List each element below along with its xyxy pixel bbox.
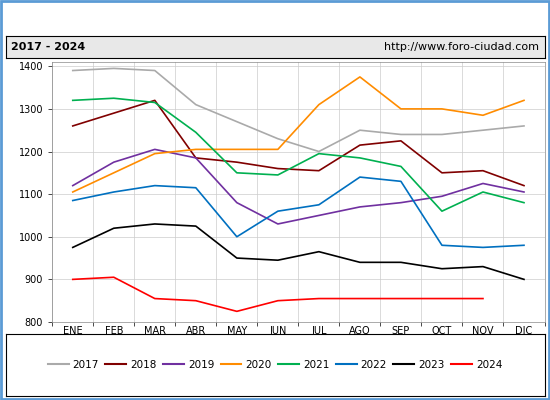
Legend: 2017, 2018, 2019, 2020, 2021, 2022, 2023, 2024: 2017, 2018, 2019, 2020, 2021, 2022, 2023…	[43, 356, 507, 374]
Text: Evolucion del paro registrado en Archena: Evolucion del paro registrado en Archena	[131, 10, 419, 24]
Text: 2017 - 2024: 2017 - 2024	[11, 42, 85, 52]
Text: http://www.foro-ciudad.com: http://www.foro-ciudad.com	[384, 42, 539, 52]
